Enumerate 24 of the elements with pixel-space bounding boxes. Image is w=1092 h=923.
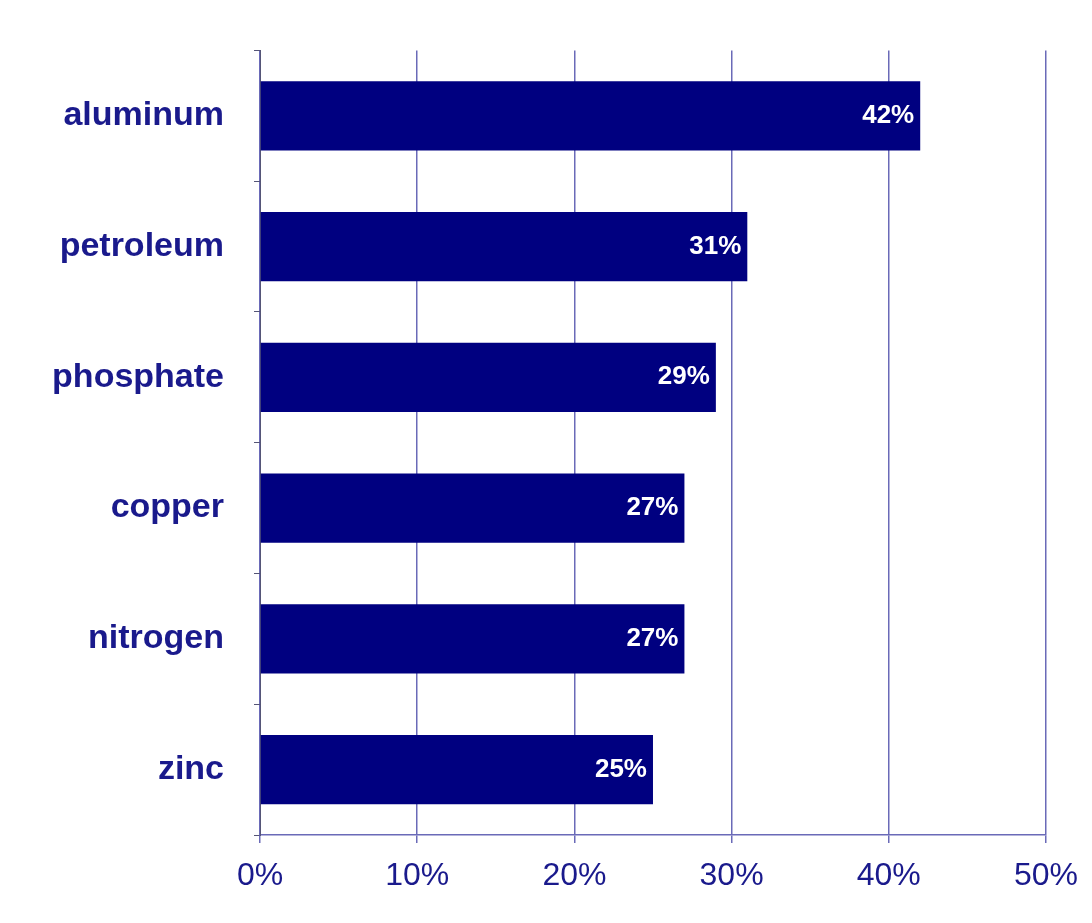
bar [260, 342, 716, 412]
bar [260, 604, 685, 674]
y-tick-label: copper [110, 486, 224, 525]
x-tick-label: 20% [542, 856, 607, 893]
data-label: 29% [657, 360, 710, 391]
y-tick-label: aluminum [63, 94, 224, 133]
y-tick-label: nitrogen [88, 617, 224, 656]
data-label: 31% [689, 229, 742, 260]
x-tick-label: 40% [856, 856, 921, 893]
data-label: 27% [626, 622, 679, 653]
data-label: 27% [626, 491, 679, 522]
bar [260, 734, 653, 805]
x-tick-label: 50% [1013, 856, 1078, 893]
data-label: 42% [862, 98, 915, 129]
x-tick-label: 0% [236, 856, 284, 893]
x-tick-label: 10% [385, 856, 450, 893]
bar [260, 81, 921, 151]
bar [260, 211, 748, 282]
data-label: 25% [594, 752, 647, 783]
y-tick-label: petroleum [59, 224, 224, 263]
y-tick-label: phosphate [52, 355, 224, 394]
y-tick-label: zinc [157, 747, 224, 786]
x-tick-label: 30% [699, 856, 764, 893]
bar [260, 473, 685, 543]
